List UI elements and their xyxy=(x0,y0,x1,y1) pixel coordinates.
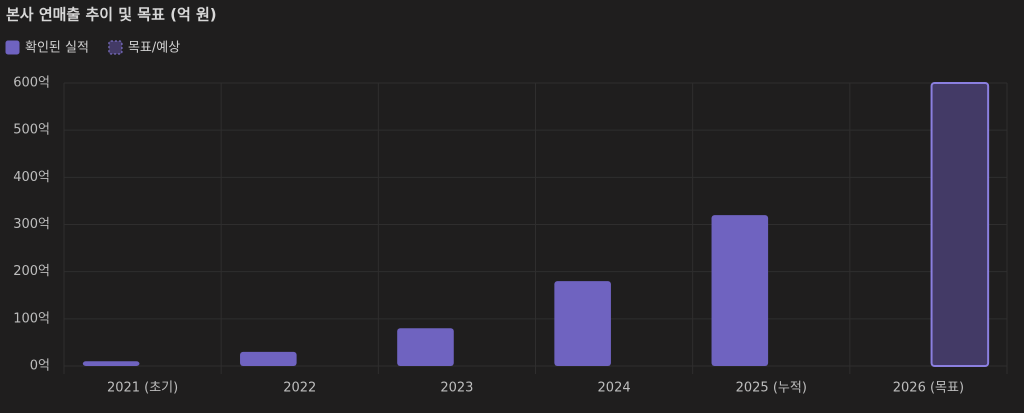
legend-label: 확인된 실적 xyxy=(25,41,89,56)
x-tick-label: 2026 (목표) xyxy=(893,381,964,396)
x-tick-label: 2024 xyxy=(598,381,631,396)
y-tick-label: 400억 xyxy=(13,170,50,185)
bar xyxy=(397,328,454,366)
y-tick-label: 200억 xyxy=(13,264,50,279)
y-tick-label: 0억 xyxy=(30,359,50,374)
chart-title: 본사 연매출 추이 및 목표 (억 원) xyxy=(6,6,217,24)
bar xyxy=(711,215,769,366)
y-tick-label: 600억 xyxy=(13,76,50,91)
bar xyxy=(930,82,990,367)
bar xyxy=(82,361,140,366)
x-tick-label: 2021 (초기) xyxy=(107,381,178,396)
y-tick-label: 500억 xyxy=(13,123,50,138)
bar xyxy=(554,281,611,366)
legend-swatch xyxy=(5,40,20,55)
x-tick-label: 2022 xyxy=(283,381,316,396)
y-tick-label: 300억 xyxy=(13,217,50,232)
legend-label: 목표/예상 xyxy=(128,41,180,56)
x-tick-label: 2023 xyxy=(440,381,473,396)
x-tick-label: 2025 (누적) xyxy=(736,381,807,396)
y-tick-label: 100억 xyxy=(13,311,50,326)
legend-swatch xyxy=(108,40,123,55)
bar xyxy=(240,351,297,366)
